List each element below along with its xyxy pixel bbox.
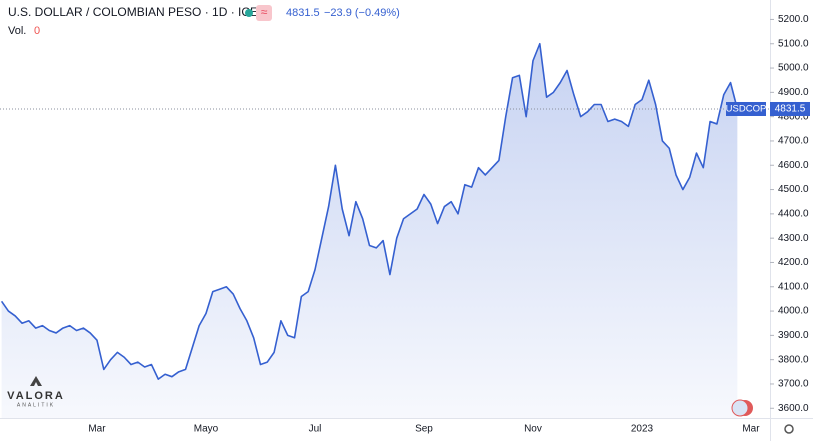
area-fill xyxy=(1,43,738,419)
logo-tagline: ANALITIK xyxy=(17,402,55,408)
settings-icon[interactable] xyxy=(784,424,794,434)
x-tick-label: 2023 xyxy=(631,424,654,435)
price-label: 4831.5 xyxy=(775,104,806,115)
currency-flag xyxy=(731,399,753,417)
x-tick-label: Mayo xyxy=(194,424,219,435)
y-tick-label: 4000.0 xyxy=(778,306,809,317)
settings[interactable] xyxy=(784,424,794,434)
y-tick-label: 4400.0 xyxy=(778,209,809,220)
status-dot xyxy=(245,9,253,17)
y-tick-label: 3800.0 xyxy=(778,354,809,365)
x-tick-label: Sep xyxy=(415,424,433,435)
y-tick-label: 3600.0 xyxy=(778,403,809,414)
y-tick-label: 4300.0 xyxy=(778,233,809,244)
logo-name: VALORA xyxy=(7,390,65,402)
price-line xyxy=(0,42,739,380)
y-tick-label: 4600.0 xyxy=(778,160,809,171)
flag-icon xyxy=(731,399,749,417)
volume-label: Vol. xyxy=(8,25,26,37)
x-tick-label: Jul xyxy=(309,424,322,435)
header-change: −23.9 (−0.49%) xyxy=(324,7,400,19)
logo-mark xyxy=(30,376,42,386)
price-box xyxy=(770,101,810,116)
y-tick-label: 5100.0 xyxy=(778,38,809,49)
logo: VALORA ANALITIK xyxy=(7,376,65,408)
y-tick-label: 5200.0 xyxy=(778,14,809,25)
status-icon: ≈ xyxy=(261,5,268,19)
y-tick-label: 4700.0 xyxy=(778,136,809,147)
y-tick-label: 4800.0 xyxy=(778,111,809,122)
y-tick-label: 4100.0 xyxy=(778,281,809,292)
y-tick-label: 4900.0 xyxy=(778,87,809,98)
x-tick-label: Nov xyxy=(524,424,542,435)
x-tick-label: Mar xyxy=(88,424,106,435)
x-tick-label: Mar xyxy=(742,424,760,435)
y-tick-label: 4200.0 xyxy=(778,257,809,268)
volume-value: 0 xyxy=(34,25,40,37)
y-tick-label: 4500.0 xyxy=(778,184,809,195)
y-tick-label: 3700.0 xyxy=(778,379,809,390)
y-tick-label: 5000.0 xyxy=(778,63,809,74)
header-price: 4831.5 xyxy=(286,7,320,19)
chart-title: U.S. DOLLAR / COLOMBIAN PESO · 1D · ICE xyxy=(8,5,258,19)
symbol-label: USDCOP xyxy=(726,104,767,115)
status-badge xyxy=(256,5,272,21)
y-tick-label: 3900.0 xyxy=(778,330,809,341)
symbol-box xyxy=(726,101,766,116)
plot-area xyxy=(0,42,739,419)
